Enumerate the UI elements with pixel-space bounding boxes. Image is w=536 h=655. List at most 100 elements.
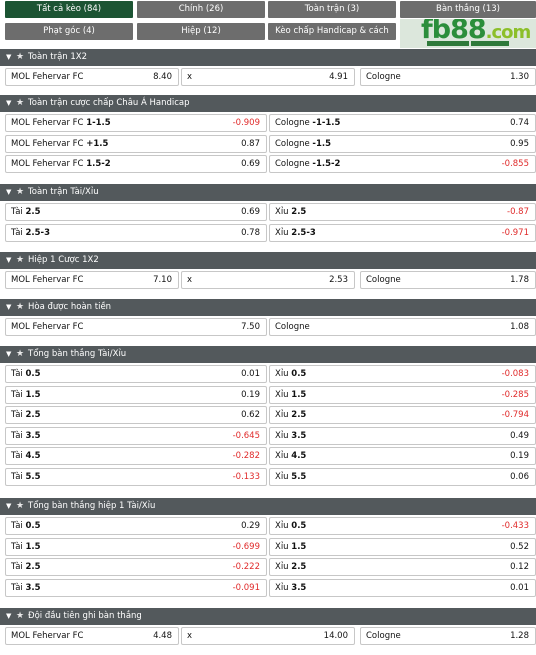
odds-cell[interactable]: Xỉu 3.5 0.01 xyxy=(269,579,536,597)
odds-cell[interactable]: Xỉu 1.5 -0.285 xyxy=(269,386,536,404)
selection-label: Xỉu 3.5 xyxy=(275,580,306,596)
odds-cell[interactable]: MOL Fehervar FC 8.40 xyxy=(5,68,179,86)
odds-cell[interactable]: MOL Fehervar FC 7.50 xyxy=(5,318,267,336)
odds-value: 4.48 xyxy=(153,631,172,641)
selection-label: Xỉu 0.5 xyxy=(275,518,306,534)
collapse-caret-icon[interactable]: ▼ xyxy=(6,350,12,358)
favorite-star-icon[interactable]: ★ xyxy=(16,52,25,62)
odds-cell[interactable]: Tài 4.5 -0.282 xyxy=(5,447,267,465)
odds-cell[interactable]: Xỉu 1.5 0.52 xyxy=(269,538,536,556)
odds-cell[interactable]: Tài 0.5 0.29 xyxy=(5,517,267,535)
section-header[interactable]: ▼ ★ Toàn trận Tài/Xỉu xyxy=(0,184,536,201)
odds-cell[interactable]: x 2.53 xyxy=(181,271,355,289)
odds-cell[interactable]: x 4.91 xyxy=(181,68,355,86)
selection-name: Xỉu xyxy=(275,390,289,400)
odds-cell[interactable]: Tài 2.5 -0.222 xyxy=(5,558,267,576)
odds-cell[interactable]: Cologne -1.5 0.95 xyxy=(269,135,536,153)
odds-cell[interactable]: MOL Fehervar FC 1.5-2 0.69 xyxy=(5,155,267,173)
odds-cell[interactable]: Xỉu 2.5 -0.87 xyxy=(269,203,536,221)
odds-cell[interactable]: Cologne -1.5-2 -0.855 xyxy=(269,155,536,173)
handicap-line: 1.5-2 xyxy=(86,159,111,169)
handicap-line: 1.5 xyxy=(25,542,41,552)
tab-all-markets[interactable]: Tất cả kèo (84) xyxy=(5,1,133,18)
favorite-star-icon[interactable]: ★ xyxy=(16,302,25,312)
odds-cell[interactable]: Cologne -1-1.5 0.74 xyxy=(269,114,536,132)
odds-value: 0.49 xyxy=(510,431,529,441)
tab-handicap[interactable]: Kèo chấp Handicap & cách biệt (3) xyxy=(268,23,396,53)
favorite-star-icon[interactable]: ★ xyxy=(16,187,25,197)
section-title: Hòa được hoàn tiền xyxy=(28,302,112,312)
collapse-caret-icon[interactable]: ▼ xyxy=(6,502,12,510)
odds-cell[interactable]: Xỉu 2.5-3 -0.971 xyxy=(269,224,536,242)
odds-cell[interactable]: Tài 2.5 0.62 xyxy=(5,406,267,424)
odds-cell[interactable]: Xỉu 4.5 0.19 xyxy=(269,447,536,465)
odds-cell[interactable]: Tài 3.5 -0.645 xyxy=(5,427,267,445)
section-title: Đội đầu tiên ghi bàn thắng xyxy=(28,611,142,621)
tab-corners[interactable]: Phạt góc (4) xyxy=(5,23,133,40)
odds-cell[interactable]: x 14.00 xyxy=(181,627,355,645)
odds-cell[interactable]: Tài 2.5 0.69 xyxy=(5,203,267,221)
collapse-caret-icon[interactable]: ▼ xyxy=(6,99,12,107)
section-header[interactable]: ▼ ★ Hòa được hoàn tiền xyxy=(0,299,536,316)
handicap-line: 3.5 xyxy=(25,431,41,441)
odds-cell[interactable]: Cologne 1.78 xyxy=(360,271,536,289)
section-header[interactable]: ▼ ★ Đội đầu tiên ghi bàn thắng xyxy=(0,608,536,625)
selection-name: Xỉu xyxy=(275,562,289,572)
collapse-caret-icon[interactable]: ▼ xyxy=(6,53,12,61)
selection-name: Tài xyxy=(11,369,23,379)
odds-cell[interactable]: Xỉu 5.5 0.06 xyxy=(269,468,536,486)
selection-name: Tài xyxy=(11,228,23,238)
odds-cell[interactable]: Tài 1.5 0.19 xyxy=(5,386,267,404)
odds-cell[interactable]: Tài 1.5 -0.699 xyxy=(5,538,267,556)
odds-cell[interactable]: MOL Fehervar FC 4.48 xyxy=(5,627,179,645)
favorite-star-icon[interactable]: ★ xyxy=(16,255,25,265)
selection-label: Cologne xyxy=(366,272,401,288)
collapse-caret-icon[interactable]: ▼ xyxy=(6,188,12,196)
odds-cell[interactable]: Tài 0.5 0.01 xyxy=(5,365,267,383)
favorite-star-icon[interactable]: ★ xyxy=(16,501,25,511)
section-header[interactable]: ▼ ★ Tổng bàn thắng hiệp 1 Tài/Xỉu xyxy=(0,498,536,515)
tab-goals[interactable]: Bàn thắng (13) xyxy=(400,1,536,18)
odds-cell[interactable]: Xỉu 2.5 0.12 xyxy=(269,558,536,576)
odds-cell[interactable]: MOL Fehervar FC +1.5 0.87 xyxy=(5,135,267,153)
selection-label: Tài 2.5 xyxy=(11,407,41,423)
selection-label: Cologne xyxy=(275,319,310,335)
collapse-caret-icon[interactable]: ▼ xyxy=(6,612,12,620)
odds-cell[interactable]: Tài 2.5-3 0.78 xyxy=(5,224,267,242)
selection-name: MOL Fehervar FC xyxy=(11,118,84,128)
collapse-caret-icon[interactable]: ▼ xyxy=(6,256,12,264)
selection-label: Cologne -1-1.5 xyxy=(275,115,340,131)
selection-name: Xỉu xyxy=(275,583,289,593)
odds-cell[interactable]: Cologne 1.28 xyxy=(360,627,536,645)
selection-name: MOL Fehervar FC xyxy=(11,275,84,285)
favorite-star-icon[interactable]: ★ xyxy=(16,349,25,359)
collapse-caret-icon[interactable]: ▼ xyxy=(6,303,12,311)
favorite-star-icon[interactable]: ★ xyxy=(16,98,25,108)
section-header[interactable]: ▼ ★ Toàn trận cược chấp Châu Á Handicap xyxy=(0,95,536,112)
odds-cell[interactable]: Xỉu 0.5 -0.433 xyxy=(269,517,536,535)
selection-name: Tài xyxy=(11,410,23,420)
odds-cell[interactable]: Xỉu 2.5 -0.794 xyxy=(269,406,536,424)
selection-label: Xỉu 4.5 xyxy=(275,448,306,464)
tab-halves[interactable]: Hiệp (12) xyxy=(137,23,265,40)
odds-cell[interactable]: MOL Fehervar FC 1-1.5 -0.909 xyxy=(5,114,267,132)
odds-cell[interactable]: Cologne 1.08 xyxy=(269,318,536,336)
section-header[interactable]: ▼ ★ Tổng bàn thắng Tài/Xỉu xyxy=(0,346,536,363)
tab-main[interactable]: Chính (26) xyxy=(137,1,265,18)
favorite-star-icon[interactable]: ★ xyxy=(16,611,25,621)
odds-cell[interactable]: MOL Fehervar FC 7.10 xyxy=(5,271,179,289)
odds-cell[interactable]: Xỉu 0.5 -0.083 xyxy=(269,365,536,383)
tab-full-match[interactable]: Toàn trận (3) xyxy=(268,1,396,18)
selection-name: Tài xyxy=(11,207,23,217)
odds-value: 2.53 xyxy=(329,275,348,285)
odds-cell[interactable]: Tài 3.5 -0.091 xyxy=(5,579,267,597)
section-header[interactable]: ▼ ★ Hiệp 1 Cược 1X2 xyxy=(0,252,536,269)
odds-cell[interactable]: Cologne 1.30 xyxy=(360,68,536,86)
selection-name: Xỉu xyxy=(275,472,289,482)
odds-cell[interactable]: Xỉu 3.5 0.49 xyxy=(269,427,536,445)
odds-value: 0.62 xyxy=(241,410,260,420)
selection-name: Tài xyxy=(11,431,23,441)
section-header[interactable]: ▼ ★ Toàn trận 1X2 xyxy=(0,49,536,66)
selection-name: Tài xyxy=(11,451,23,461)
odds-cell[interactable]: Tài 5.5 -0.133 xyxy=(5,468,267,486)
